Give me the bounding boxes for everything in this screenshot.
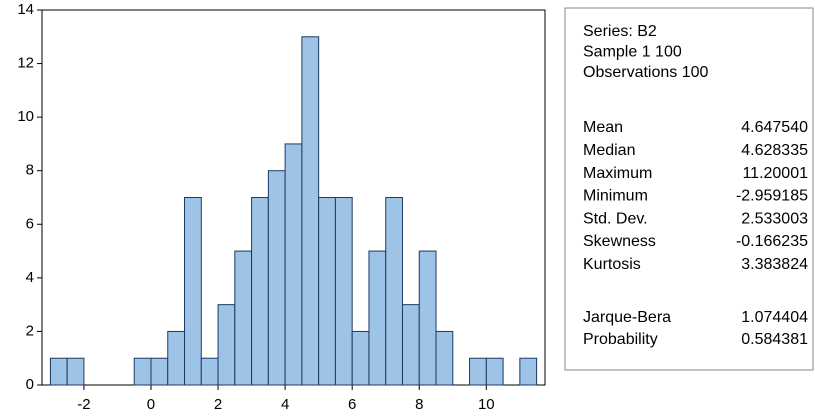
bar: [318, 197, 336, 386]
y-tick-label: 6: [26, 215, 34, 232]
bar: [167, 330, 186, 386]
y-tick-label: 8: [26, 162, 34, 179]
bar: [519, 357, 538, 386]
stat-value: -0.166235: [736, 233, 808, 250]
stat-value: 11.20001: [742, 165, 808, 182]
bar: [485, 357, 504, 386]
bar: [200, 357, 219, 386]
test-value: 0.584381: [741, 331, 808, 348]
stat-label: Maximum: [583, 165, 652, 182]
bar: [301, 36, 320, 386]
bar: [49, 357, 68, 386]
bar: [469, 357, 487, 386]
bar: [251, 197, 269, 386]
y-tick-label: 0: [26, 376, 34, 393]
y-tick-label: 12: [17, 55, 34, 72]
bar: [401, 304, 420, 386]
x-tick-label: 0: [147, 396, 155, 413]
bar: [351, 330, 370, 386]
stat-label: Minimum: [583, 188, 648, 205]
bar: [66, 357, 85, 386]
stats-header: Observations 100: [583, 64, 709, 81]
bar: [418, 250, 437, 386]
bar: [385, 197, 403, 386]
stat-value: 4.628335: [741, 142, 808, 159]
test-label: Probability: [583, 331, 658, 348]
bar: [284, 143, 303, 386]
stat-value: 2.533003: [741, 210, 808, 227]
y-tick-label: 4: [26, 269, 34, 286]
stat-label: Std. Dev.: [583, 210, 648, 227]
y-tick-label: 2: [26, 322, 34, 339]
x-tick-label: 10: [478, 396, 495, 413]
x-tick-label: -2: [77, 396, 90, 413]
stat-label: Kurtosis: [583, 256, 641, 273]
stat-value: 4.647540: [741, 119, 808, 136]
x-tick-label: 6: [348, 396, 356, 413]
bar: [150, 357, 169, 386]
stat-value: -2.959185: [736, 188, 808, 205]
x-tick-label: 2: [214, 396, 222, 413]
stat-label: Skewness: [583, 233, 656, 250]
bar: [217, 304, 236, 386]
stat-label: Mean: [583, 119, 623, 136]
bar: [435, 330, 454, 386]
bar: [184, 197, 202, 386]
stats-header: Sample 1 100: [583, 44, 682, 61]
bar: [267, 170, 286, 386]
bar: [133, 357, 152, 386]
x-tick-label: 4: [281, 396, 289, 413]
bar: [368, 250, 387, 386]
bar: [334, 197, 353, 386]
stat-label: Median: [583, 142, 635, 159]
test-value: 1.074404: [741, 309, 808, 326]
stats-box: [564, 7, 814, 371]
stat-value: 3.383824: [741, 256, 808, 273]
test-label: Jarque-Bera: [583, 309, 671, 326]
x-tick-label: 8: [415, 396, 423, 413]
stats-header: Series: B2: [583, 23, 657, 40]
y-tick-label: 14: [17, 1, 34, 18]
bar: [234, 250, 253, 386]
y-tick-label: 10: [17, 108, 34, 125]
